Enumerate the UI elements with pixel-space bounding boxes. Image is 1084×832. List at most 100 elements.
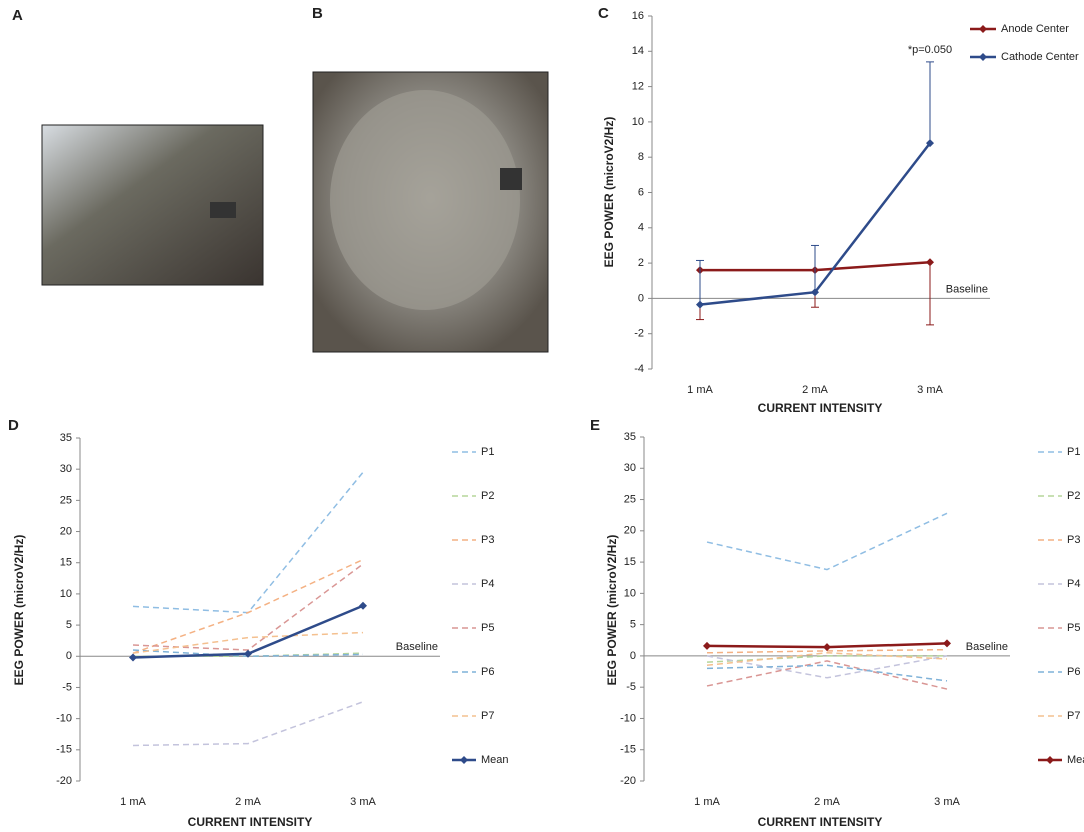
legend-marker: [1046, 756, 1054, 764]
marker: [943, 639, 951, 648]
y-tick-label: -10: [620, 712, 636, 724]
marker: [703, 641, 711, 650]
marker: [811, 288, 819, 297]
y-tick-label: -20: [620, 775, 636, 787]
y-tick-label: 35: [60, 432, 72, 444]
y-tick-label: 35: [624, 431, 636, 443]
y-tick-label: 20: [624, 525, 636, 537]
legend-label: P4: [1067, 578, 1080, 590]
series-line: [706, 652, 948, 667]
legend-label: Mean: [481, 754, 509, 766]
y-tick-label: 16: [632, 10, 644, 22]
series-line: [706, 664, 948, 682]
legend-label: Anode Center: [1001, 23, 1069, 35]
x-tick-label: 2 mA: [235, 796, 261, 808]
x-tick-label: 1 mA: [687, 384, 713, 396]
legend-label: P5: [1067, 622, 1080, 634]
y-tick-label: 15: [624, 556, 636, 568]
y-tick-label: 0: [630, 650, 636, 662]
y-tick-label: -4: [634, 363, 644, 375]
y-tick-label: 5: [630, 619, 636, 631]
x-tick-label: 3 mA: [350, 796, 376, 808]
y-tick-label: 10: [624, 587, 636, 599]
series-line: [132, 631, 364, 654]
y-tick-label: 6: [638, 186, 644, 198]
series-line: [132, 701, 364, 747]
panel-label: D: [8, 417, 19, 434]
y-tick-label: 0: [638, 292, 644, 304]
y-tick-label: 5: [66, 619, 72, 631]
legend-label: P2: [1067, 490, 1080, 502]
baseline-label: Baseline: [946, 283, 988, 295]
series-line: [132, 471, 364, 614]
x-axis-title: CURRENT INTENSITY: [758, 815, 883, 829]
y-tick-label: 30: [624, 462, 636, 474]
y-tick-label: -2: [634, 328, 644, 340]
y-tick-label: 10: [60, 588, 72, 600]
x-tick-label: 1 mA: [120, 796, 146, 808]
y-axis-title: EEG POWER (microV2/Hz): [12, 535, 26, 686]
y-tick-label: 0: [66, 650, 72, 662]
legend-label: Cathode Center: [1001, 51, 1079, 63]
y-tick-label: 12: [632, 81, 644, 93]
x-tick-label: 1 mA: [694, 796, 720, 808]
x-axis-title: CURRENT INTENSITY: [758, 401, 883, 415]
legend-label: P2: [481, 490, 494, 502]
x-tick-label: 3 mA: [934, 796, 960, 808]
y-tick-label: -5: [626, 681, 636, 693]
legend-label: P4: [481, 578, 494, 590]
y-tick-label: -15: [620, 744, 636, 756]
baseline-label: Baseline: [966, 641, 1008, 653]
legend-label: P3: [1067, 534, 1080, 546]
legend-label: P3: [481, 534, 494, 546]
y-tick-label: -20: [56, 775, 72, 787]
y-tick-label: 2: [638, 257, 644, 269]
legend-label: P5: [481, 622, 494, 634]
x-tick-label: 2 mA: [802, 384, 828, 396]
y-tick-label: 8: [638, 151, 644, 163]
series-line: [132, 558, 364, 654]
marker: [359, 601, 367, 610]
series-line: [706, 512, 948, 571]
photo-a-mask: [210, 202, 236, 218]
y-tick-label: -15: [56, 744, 72, 756]
legend-label: P1: [1067, 446, 1080, 458]
annotation: *p=0.050: [908, 44, 952, 56]
marker: [696, 300, 704, 309]
series-line: [706, 655, 948, 679]
y-axis-title: EEG POWER (microV2/Hz): [602, 117, 616, 268]
panel-label: E: [590, 417, 600, 434]
panel-label: A: [12, 7, 23, 24]
y-tick-label: 30: [60, 463, 72, 475]
marker: [926, 139, 934, 148]
legend-label: P6: [1067, 666, 1080, 678]
marker: [926, 258, 934, 267]
panel-label: B: [312, 5, 323, 22]
legend-label: P7: [1067, 710, 1080, 722]
legend-label: P6: [481, 666, 494, 678]
marker: [244, 649, 252, 658]
y-tick-label: 10: [632, 116, 644, 128]
y-tick-label: 14: [632, 45, 644, 57]
marker: [129, 653, 137, 662]
x-axis-title: CURRENT INTENSITY: [188, 815, 313, 829]
legend-label: P1: [481, 446, 494, 458]
legend-label: Mean: [1067, 754, 1084, 766]
y-tick-label: 25: [60, 494, 72, 506]
series-line: [706, 655, 947, 663]
series-line: [706, 660, 948, 690]
legend-marker: [979, 53, 987, 61]
x-tick-label: 3 mA: [917, 384, 943, 396]
y-tick-label: 20: [60, 525, 72, 537]
baseline-label: Baseline: [396, 641, 438, 653]
series-line: [132, 563, 364, 651]
photo-b-cap: [330, 90, 520, 310]
legend-marker: [979, 25, 987, 33]
y-tick-label: -5: [62, 681, 72, 693]
panel-label: C: [598, 5, 609, 22]
y-tick-label: -10: [56, 713, 72, 725]
y-tick-label: 25: [624, 493, 636, 505]
x-tick-label: 2 mA: [814, 796, 840, 808]
photo-b-mask: [500, 168, 522, 190]
